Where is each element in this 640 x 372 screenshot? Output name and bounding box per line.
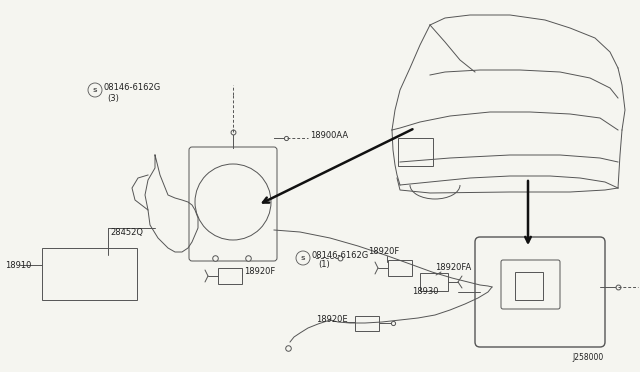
Text: 28452Q: 28452Q [110, 228, 143, 237]
Text: 18920E: 18920E [316, 315, 348, 324]
Bar [218, 268, 242, 284]
Bar [420, 273, 448, 291]
Text: 08146-6162G: 08146-6162G [104, 83, 161, 93]
Text: 18910: 18910 [5, 260, 31, 269]
FancyBboxPatch shape [501, 260, 560, 309]
Text: (1): (1) [318, 260, 330, 269]
Text: 18920FA: 18920FA [435, 263, 471, 273]
Text: 18920F: 18920F [368, 247, 399, 257]
Text: 18920F: 18920F [244, 267, 275, 276]
Text: 18930: 18930 [412, 288, 438, 296]
Bar [398, 138, 433, 166]
Text: J258000: J258000 [572, 353, 604, 362]
Text: 08146-6162G: 08146-6162G [312, 250, 369, 260]
Text: 18900AA: 18900AA [310, 131, 348, 140]
Bar [42, 248, 137, 300]
Text: S: S [93, 87, 97, 93]
FancyBboxPatch shape [189, 147, 277, 261]
FancyBboxPatch shape [475, 237, 605, 347]
Bar [515, 272, 543, 300]
Circle shape [296, 251, 310, 265]
Circle shape [88, 83, 102, 97]
Bar [388, 260, 412, 276]
Bar [355, 316, 379, 331]
Circle shape [195, 164, 271, 240]
Text: (3): (3) [107, 93, 119, 103]
Text: S: S [301, 256, 305, 260]
